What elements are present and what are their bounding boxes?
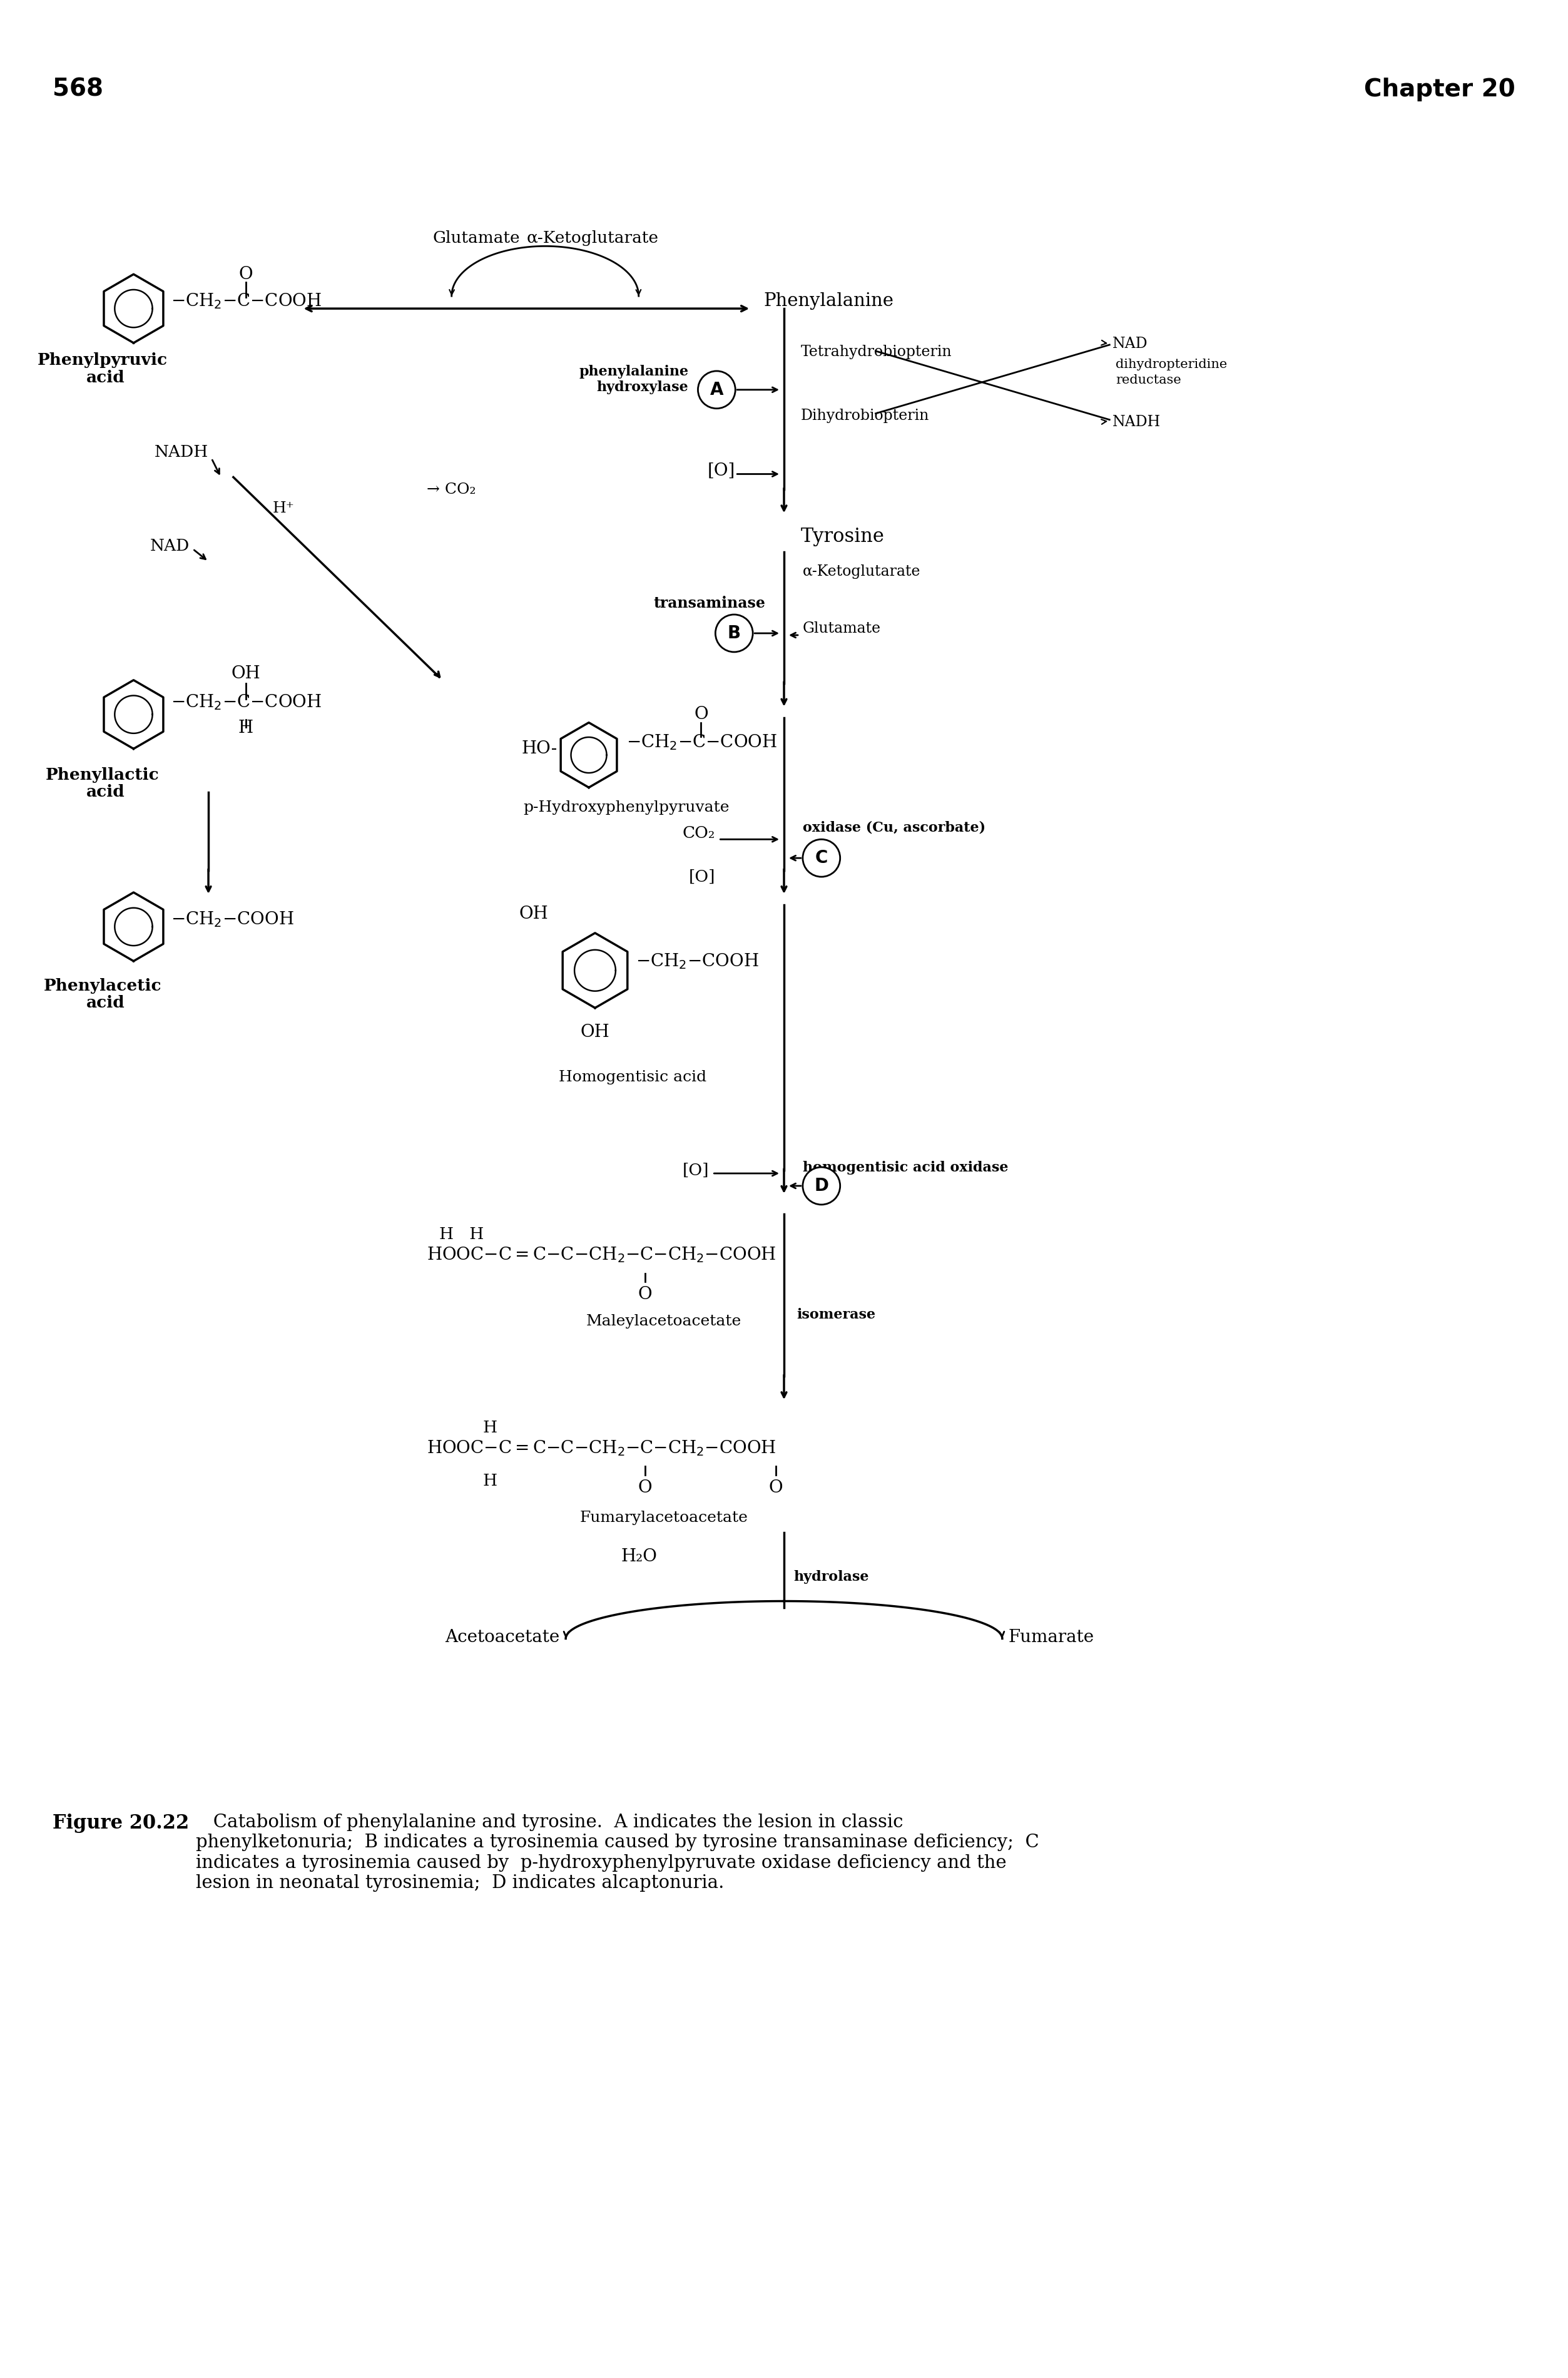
Text: α-Ketoglutarate: α-Ketoglutarate bbox=[527, 231, 659, 247]
Text: Dihydrobiopterin: Dihydrobiopterin bbox=[801, 409, 930, 423]
Text: [O]: [O] bbox=[707, 461, 735, 480]
Text: Maleylacetoacetate: Maleylacetoacetate bbox=[586, 1315, 742, 1329]
Text: $-$CH$_2$$-$COOH: $-$CH$_2$$-$COOH bbox=[171, 911, 295, 927]
Text: NAD: NAD bbox=[1113, 338, 1148, 352]
Text: oxidase (Cu, ascorbate): oxidase (Cu, ascorbate) bbox=[803, 820, 986, 835]
Circle shape bbox=[803, 839, 840, 877]
Circle shape bbox=[803, 1168, 840, 1206]
Text: H: H bbox=[483, 1472, 497, 1489]
Text: → CO₂: → CO₂ bbox=[426, 483, 475, 497]
Text: D: D bbox=[814, 1177, 828, 1194]
Text: OH: OH bbox=[519, 906, 549, 923]
Text: O: O bbox=[695, 706, 709, 723]
Text: O: O bbox=[638, 1479, 652, 1496]
Text: HOOC$-$C$=$C$-$C$-$CH$_2$$-$C$-$CH$_2$$-$COOH: HOOC$-$C$=$C$-$C$-$CH$_2$$-$C$-$CH$_2$$-… bbox=[426, 1439, 776, 1458]
Text: C: C bbox=[815, 849, 828, 868]
Text: transaminase: transaminase bbox=[654, 597, 765, 611]
Text: O: O bbox=[238, 266, 252, 283]
Text: acid: acid bbox=[86, 369, 125, 385]
Text: Phenyllactic: Phenyllactic bbox=[45, 768, 160, 782]
Text: Phenylpyruvic: Phenylpyruvic bbox=[38, 352, 168, 369]
Text: reductase: reductase bbox=[1116, 373, 1181, 385]
Text: O: O bbox=[768, 1479, 782, 1496]
Text: acid: acid bbox=[86, 785, 125, 799]
Text: 568: 568 bbox=[52, 78, 103, 102]
Text: O: O bbox=[638, 1286, 652, 1303]
Text: H⁺: H⁺ bbox=[273, 502, 295, 516]
Text: Tetrahydrobiopterin: Tetrahydrobiopterin bbox=[801, 345, 952, 359]
Text: Figure 20.22: Figure 20.22 bbox=[52, 1814, 190, 1833]
Text: Phenylalanine: Phenylalanine bbox=[764, 292, 894, 309]
Text: p-Hydroxyphenylpyruvate: p-Hydroxyphenylpyruvate bbox=[524, 801, 729, 816]
Text: H₂O: H₂O bbox=[621, 1548, 657, 1565]
Text: HO-: HO- bbox=[522, 740, 558, 756]
Text: α-Ketoglutarate: α-Ketoglutarate bbox=[803, 564, 920, 578]
Text: CO₂: CO₂ bbox=[682, 825, 715, 842]
Text: Tyrosine: Tyrosine bbox=[801, 528, 884, 547]
Text: H: H bbox=[238, 721, 254, 737]
Text: HOOC$-$C$=$C$-$C$-$CH$_2$$-$C$-$CH$_2$$-$COOH: HOOC$-$C$=$C$-$C$-$CH$_2$$-$C$-$CH$_2$$-… bbox=[426, 1246, 776, 1263]
Circle shape bbox=[698, 371, 735, 409]
Text: dihydropteridine: dihydropteridine bbox=[1116, 359, 1228, 371]
Text: homogentisic acid oxidase: homogentisic acid oxidase bbox=[803, 1160, 1008, 1175]
Text: hydrolase: hydrolase bbox=[793, 1569, 869, 1584]
Text: phenylalanine: phenylalanine bbox=[579, 364, 688, 378]
Text: $-$CH$_2$$-$C$-$COOH: $-$CH$_2$$-$C$-$COOH bbox=[171, 692, 321, 711]
Text: acid: acid bbox=[86, 994, 125, 1011]
Text: OH: OH bbox=[230, 666, 260, 682]
Text: Acetoacetate: Acetoacetate bbox=[445, 1629, 560, 1646]
Text: Fumarylacetoacetate: Fumarylacetoacetate bbox=[580, 1510, 748, 1524]
Text: H: H bbox=[483, 1420, 497, 1436]
Text: Glutamate: Glutamate bbox=[803, 621, 881, 635]
Text: $-$CH$_2$$-$COOH: $-$CH$_2$$-$COOH bbox=[635, 951, 759, 970]
Text: Glutamate: Glutamate bbox=[433, 231, 521, 247]
Text: NADH: NADH bbox=[154, 445, 209, 459]
Text: NADH: NADH bbox=[1113, 414, 1160, 428]
Text: NAD: NAD bbox=[151, 537, 190, 554]
Text: Fumarate: Fumarate bbox=[1008, 1629, 1094, 1646]
Text: Chapter 20: Chapter 20 bbox=[1364, 78, 1516, 102]
Text: B: B bbox=[728, 625, 740, 642]
Circle shape bbox=[715, 614, 753, 652]
Text: OH: OH bbox=[580, 1023, 610, 1042]
Text: Homogentisic acid: Homogentisic acid bbox=[558, 1070, 706, 1084]
Text: $-$CH$_2$$-$C$-$COOH: $-$CH$_2$$-$C$-$COOH bbox=[626, 732, 778, 751]
Text: [O]: [O] bbox=[688, 868, 715, 885]
Text: isomerase: isomerase bbox=[797, 1308, 875, 1322]
Text: H   H: H H bbox=[439, 1227, 485, 1241]
Text: A: A bbox=[710, 380, 723, 400]
Text: hydroxylase: hydroxylase bbox=[597, 380, 688, 395]
Text: $-$CH$_2$$-$C$-$COOH: $-$CH$_2$$-$C$-$COOH bbox=[171, 292, 321, 312]
Text: Catabolism of phenylalanine and tyrosine.  A indicates the lesion in classic
phe: Catabolism of phenylalanine and tyrosine… bbox=[196, 1814, 1040, 1893]
Text: [O]: [O] bbox=[682, 1163, 709, 1177]
Text: Phenylacetic: Phenylacetic bbox=[44, 977, 162, 994]
